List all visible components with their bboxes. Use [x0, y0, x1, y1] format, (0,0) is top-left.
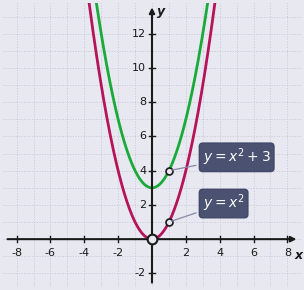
Text: -4: -4 [79, 248, 90, 258]
Text: -2: -2 [135, 269, 146, 278]
Text: $y = x^2 + 3$: $y = x^2 + 3$ [172, 146, 271, 170]
Text: 8: 8 [139, 97, 146, 107]
Text: -8: -8 [11, 248, 22, 258]
Text: 6: 6 [250, 248, 257, 258]
Text: 10: 10 [132, 63, 146, 73]
Text: 2: 2 [139, 200, 146, 210]
Text: -2: -2 [112, 248, 124, 258]
Text: 4: 4 [216, 248, 223, 258]
Text: -6: -6 [45, 248, 56, 258]
Text: 4: 4 [139, 166, 146, 176]
Text: 6: 6 [139, 131, 146, 142]
Text: y: y [157, 6, 165, 19]
Text: 2: 2 [182, 248, 189, 258]
Text: x: x [294, 249, 302, 262]
Text: 8: 8 [284, 248, 291, 258]
Text: 12: 12 [132, 29, 146, 39]
Text: $y = x^2$: $y = x^2$ [171, 193, 244, 221]
